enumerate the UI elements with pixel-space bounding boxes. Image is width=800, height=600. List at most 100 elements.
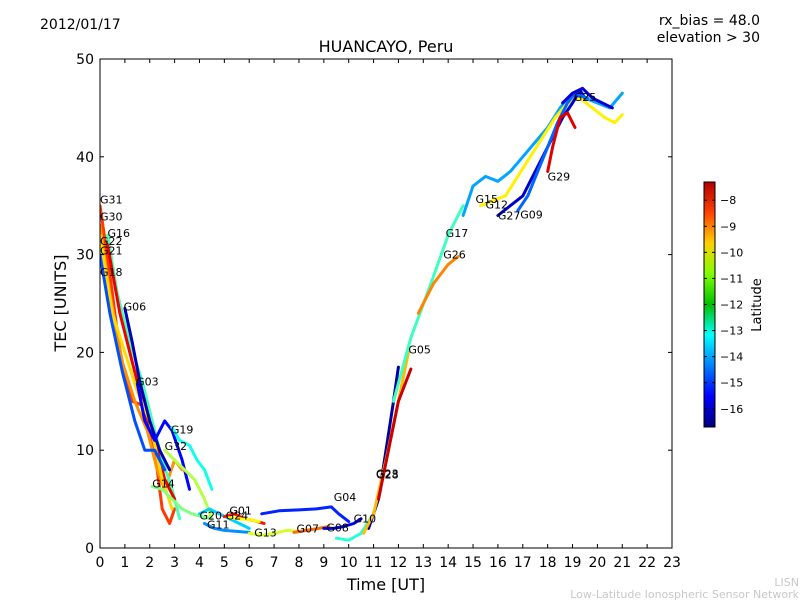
y-tick-label: 50 [76, 52, 94, 68]
satellite-label: G25 [574, 91, 597, 104]
y-tick-label: 40 [76, 150, 94, 166]
x-tick-label: 12 [390, 555, 408, 571]
satellite-label: G04 [334, 491, 357, 504]
x-tick-label: 22 [638, 555, 656, 571]
series-g25 [561, 86, 614, 110]
satellite-label: G21 [100, 245, 123, 258]
series-g24 [227, 516, 261, 524]
colorbar-tick-label: −12 [720, 299, 743, 312]
colorbar-tick-label: −8 [720, 194, 736, 207]
x-tick-label: 19 [564, 555, 582, 571]
x-tick-label: 13 [414, 555, 432, 571]
colorbar-tick-label: −9 [720, 220, 736, 233]
series-g11 [203, 522, 251, 534]
date-label: 2012/01/17 [40, 17, 121, 33]
footer-network: Low-Latitude Ionospheric Sensor Network [570, 588, 799, 600]
series-g28 [367, 365, 400, 530]
satellite-label: G17 [446, 227, 469, 240]
satellite-label: G15 [476, 193, 499, 206]
colorbar-tick-label: −10 [720, 246, 743, 259]
x-tick-label: 21 [613, 555, 631, 571]
satellite-label: G23 [376, 468, 399, 481]
x-tick-label: 11 [365, 555, 383, 571]
params-block: rx_bias = 48.0 elevation > 30 [657, 13, 760, 47]
y-tick-label: 30 [76, 248, 94, 264]
satellite-label: G19 [171, 424, 194, 437]
series-g13 [247, 528, 301, 537]
colorbar-tick-label: −16 [720, 403, 743, 416]
y-tick-label: 20 [76, 345, 94, 361]
satellite-label: G01 [229, 505, 252, 518]
chart-title: HUANCAYO, Peru [319, 37, 454, 56]
satellite-label: G14 [152, 477, 175, 490]
x-tick-label: 1 [120, 555, 129, 571]
x-tick-label: 17 [514, 555, 532, 571]
x-tick-label: 10 [340, 555, 358, 571]
x-tick-label: 14 [439, 555, 457, 571]
x-tick-label: 23 [663, 555, 681, 571]
series-g12 [479, 96, 624, 208]
satellite-label: G06 [124, 300, 147, 313]
satellite-label: G20 [199, 510, 222, 523]
satellite-label: G30 [100, 210, 123, 223]
satellite-label: G07 [296, 522, 319, 535]
x-tick-label: 5 [220, 555, 229, 571]
satellite-label: G24 [226, 510, 249, 523]
series-g21 [100, 233, 174, 511]
x-tick-label: 7 [270, 555, 279, 571]
x-tick-label: 15 [464, 555, 482, 571]
series-g04 [260, 505, 351, 524]
series-g14 [150, 484, 214, 521]
x-tick-label: 16 [489, 555, 507, 571]
satellite-label: G12 [485, 199, 508, 212]
y-axis-label: TEC [UNITS] [51, 255, 70, 353]
satellite-label: G28 [376, 469, 399, 482]
satellite-label: G22 [100, 235, 123, 248]
satellite-label: G10 [354, 513, 377, 526]
satellite-label: G26 [443, 249, 466, 262]
series-g15 [461, 91, 624, 217]
satellite-label: G29 [548, 170, 571, 183]
satellite-label: G27 [498, 209, 521, 222]
y-tick-label: 0 [85, 541, 94, 557]
colorbar-tick-label: −13 [720, 325, 743, 338]
satellite-label: G16 [107, 227, 130, 240]
series-g32 [163, 448, 214, 521]
series-g06 [123, 306, 172, 472]
x-tick-label: 3 [170, 555, 179, 571]
series-g23 [377, 367, 413, 501]
x-tick-label: 4 [195, 555, 204, 571]
x-axis-label: Time [UT] [346, 575, 425, 594]
series-g09 [516, 91, 589, 213]
satellite-label: G31 [100, 194, 123, 207]
satellite-label: G09 [520, 208, 543, 221]
satellite-label: G18 [100, 266, 123, 279]
param-elevation: elevation > 30 [656, 30, 760, 46]
colorbar-label: Latitude [750, 278, 765, 332]
x-tick-label: 9 [319, 555, 328, 571]
x-tick-label: 20 [588, 555, 606, 571]
x-tick-label: 8 [294, 555, 303, 571]
series-g18 [100, 253, 167, 472]
series-g17 [392, 204, 465, 403]
footer-acronym: LISN [774, 576, 799, 589]
satellite-label: G05 [408, 343, 431, 356]
y-tick-label: 10 [76, 443, 94, 459]
satellite-label: G11 [207, 518, 230, 531]
plot-frame [99, 58, 673, 549]
satellite-label: G03 [136, 376, 159, 389]
series-g16 [106, 233, 182, 521]
series-g08 [322, 517, 363, 530]
x-tick-label: 0 [96, 555, 105, 571]
colorbar-tick-label: −11 [720, 272, 743, 285]
series-g19 [170, 426, 214, 491]
colorbar-tick-label: −14 [720, 351, 743, 364]
series-g27 [496, 88, 587, 217]
param-rx-bias: rx_bias = 48.0 [658, 13, 760, 29]
colorbar-tick-label: −15 [720, 377, 743, 390]
satellite-label: G13 [254, 526, 277, 539]
satellite-label: G32 [165, 440, 188, 453]
series-g03 [135, 382, 191, 491]
x-tick-label: 18 [539, 555, 557, 571]
